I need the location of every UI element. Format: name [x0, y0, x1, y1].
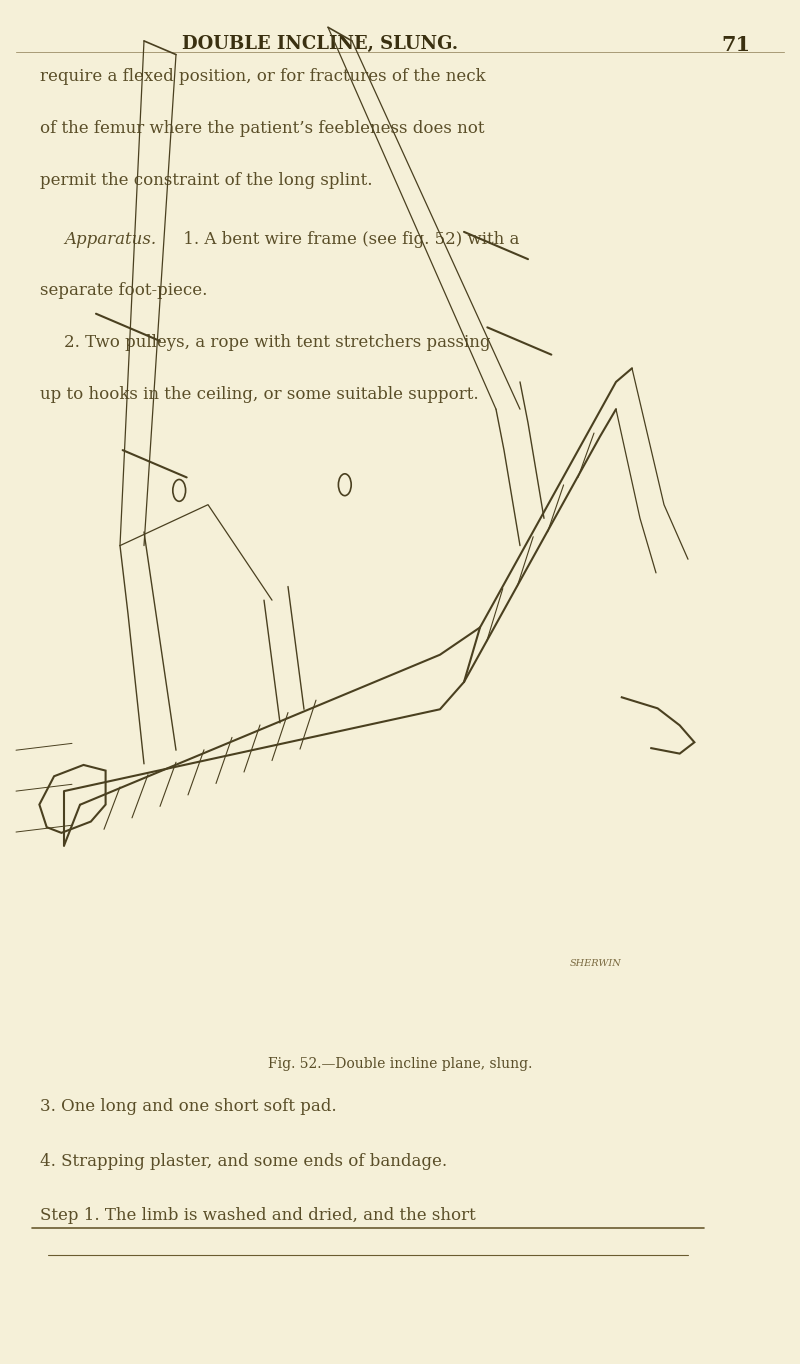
Text: 3. One long and one short soft pad.: 3. One long and one short soft pad.	[40, 1098, 337, 1114]
FancyBboxPatch shape	[32, 471, 768, 1037]
Text: of the femur where the patient’s feebleness does not: of the femur where the patient’s feeblen…	[40, 120, 485, 136]
Text: 4. Strapping plaster, and some ends of bandage.: 4. Strapping plaster, and some ends of b…	[40, 1153, 447, 1169]
Text: Step 1. The limb is washed and dried, and the short: Step 1. The limb is washed and dried, an…	[40, 1207, 476, 1224]
Text: 1. A bent wire frame (see fig. 52) with a: 1. A bent wire frame (see fig. 52) with …	[178, 231, 519, 247]
Text: 2. Two pulleys, a rope with tent stretchers passing: 2. Two pulleys, a rope with tent stretch…	[64, 334, 490, 351]
Text: Apparatus.: Apparatus.	[64, 231, 156, 247]
Text: Fig. 52.—Double incline plane, slung.: Fig. 52.—Double incline plane, slung.	[268, 1057, 532, 1071]
Text: DOUBLE INCLINE, SLUNG.: DOUBLE INCLINE, SLUNG.	[182, 35, 458, 53]
Text: 71: 71	[722, 35, 750, 56]
Text: permit the constraint of the long splint.: permit the constraint of the long splint…	[40, 172, 373, 188]
Text: separate foot-piece.: separate foot-piece.	[40, 282, 207, 299]
Text: require a flexed position, or for fractures of the neck: require a flexed position, or for fractu…	[40, 68, 486, 85]
Text: SHERWIN: SHERWIN	[570, 959, 621, 967]
Text: up to hooks in the ceiling, or some suitable support.: up to hooks in the ceiling, or some suit…	[40, 386, 478, 402]
